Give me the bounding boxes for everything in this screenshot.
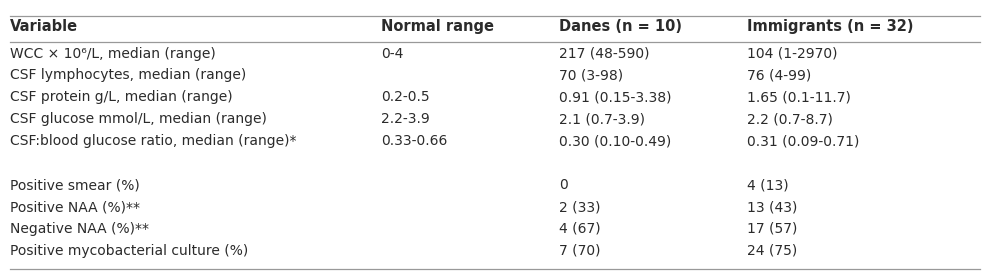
Text: CSF glucose mmol/L, median (range): CSF glucose mmol/L, median (range): [10, 112, 266, 126]
Text: 2.1 (0.7-3.9): 2.1 (0.7-3.9): [559, 112, 645, 126]
Text: 24 (75): 24 (75): [747, 244, 798, 258]
Text: Positive mycobacterial culture (%): Positive mycobacterial culture (%): [10, 244, 248, 258]
Text: 2.2-3.9: 2.2-3.9: [381, 112, 430, 126]
Text: 0.2-0.5: 0.2-0.5: [381, 90, 430, 104]
Text: Positive NAA (%)**: Positive NAA (%)**: [10, 200, 140, 214]
Text: Danes (n = 10): Danes (n = 10): [559, 19, 682, 34]
Text: 2.2 (0.7-8.7): 2.2 (0.7-8.7): [747, 112, 834, 126]
Text: 70 (3-98): 70 (3-98): [559, 68, 624, 82]
Text: 0.91 (0.15-3.38): 0.91 (0.15-3.38): [559, 90, 672, 104]
Text: 2 (33): 2 (33): [559, 200, 601, 214]
Text: 4 (13): 4 (13): [747, 178, 789, 192]
Text: 0: 0: [559, 178, 568, 192]
Text: Positive smear (%): Positive smear (%): [10, 178, 140, 192]
Text: 104 (1-2970): 104 (1-2970): [747, 47, 838, 61]
Text: Negative NAA (%)**: Negative NAA (%)**: [10, 222, 148, 236]
Text: 4 (67): 4 (67): [559, 222, 601, 236]
Text: 76 (4-99): 76 (4-99): [747, 68, 812, 82]
Text: CSF protein g/L, median (range): CSF protein g/L, median (range): [10, 90, 233, 104]
Text: 0-4: 0-4: [381, 47, 404, 61]
Text: Variable: Variable: [10, 19, 78, 34]
Text: 7 (70): 7 (70): [559, 244, 601, 258]
Text: WCC × 10⁶/L, median (range): WCC × 10⁶/L, median (range): [10, 47, 216, 61]
Text: Normal range: Normal range: [381, 19, 494, 34]
Text: 0.33-0.66: 0.33-0.66: [381, 134, 447, 148]
Text: 0.31 (0.09-0.71): 0.31 (0.09-0.71): [747, 134, 860, 148]
Text: 1.65 (0.1-11.7): 1.65 (0.1-11.7): [747, 90, 851, 104]
Text: 17 (57): 17 (57): [747, 222, 798, 236]
Text: CSF lymphocytes, median (range): CSF lymphocytes, median (range): [10, 68, 247, 82]
Text: 13 (43): 13 (43): [747, 200, 798, 214]
Text: CSF:blood glucose ratio, median (range)*: CSF:blood glucose ratio, median (range)*: [10, 134, 296, 148]
Text: Immigrants (n = 32): Immigrants (n = 32): [747, 19, 914, 34]
Text: 0.30 (0.10-0.49): 0.30 (0.10-0.49): [559, 134, 671, 148]
Text: 217 (48-590): 217 (48-590): [559, 47, 649, 61]
